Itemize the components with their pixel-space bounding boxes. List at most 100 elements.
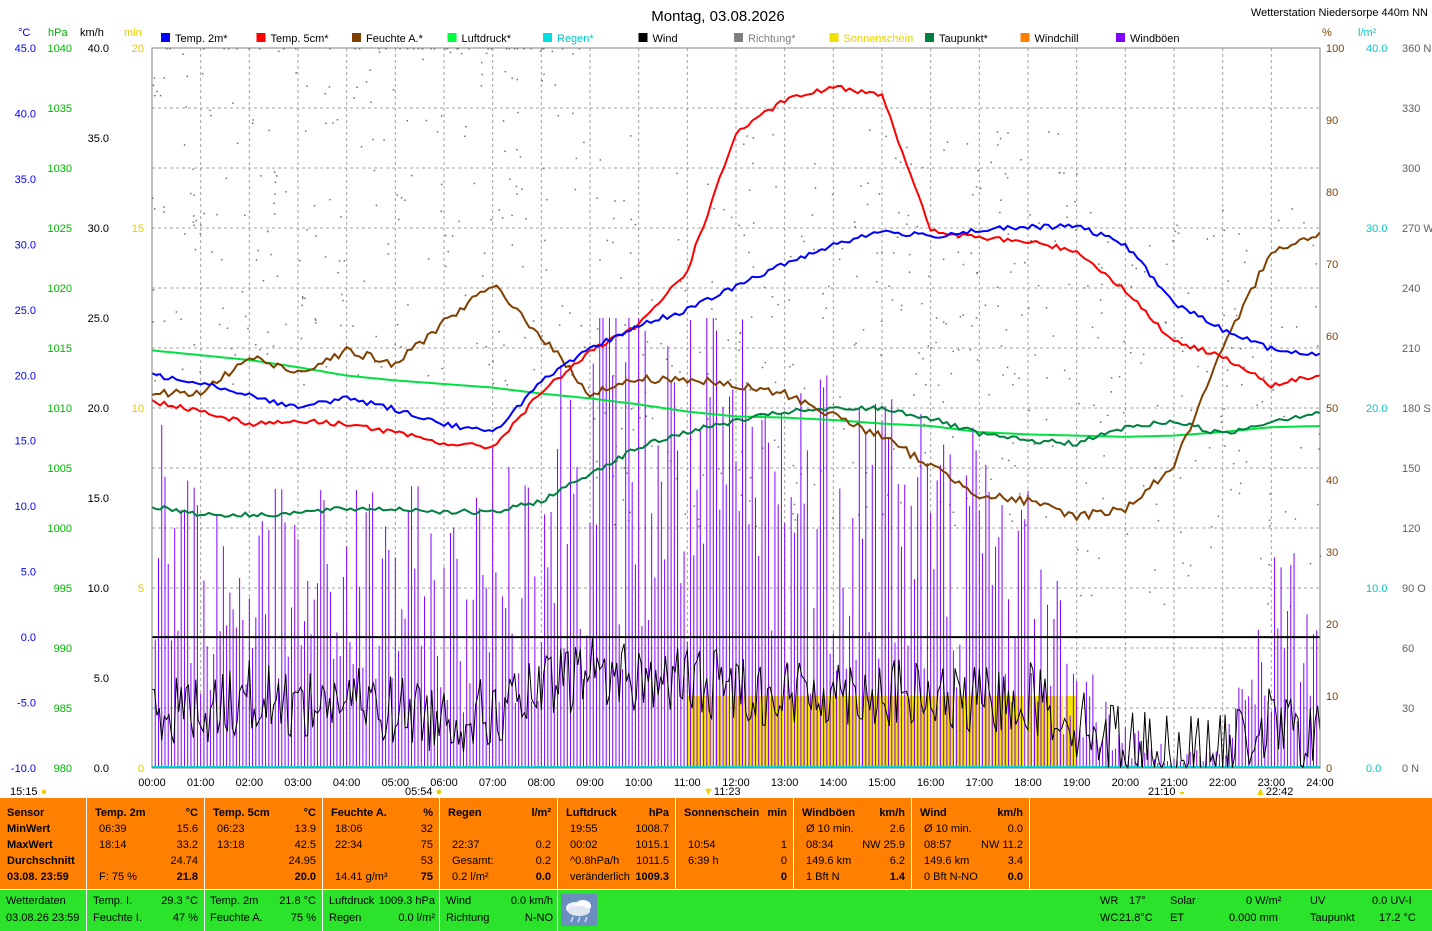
temp2m-column: Temp. 2m °C 06:39 15.6 18:14 33.2 24.74 F: 75 %…: [87, 798, 205, 889]
direction-dot: [505, 48, 508, 50]
direction-dot: [1223, 408, 1225, 410]
direction-dot: [1144, 271, 1146, 273]
direction-dot: [1013, 262, 1016, 265]
temp-axis-tick: 5.0: [21, 567, 36, 579]
sunshine-bar: [692, 696, 695, 768]
direction-dot: [541, 80, 543, 82]
direction-dot: [937, 384, 940, 386]
direction-dot: [561, 305, 564, 307]
direction-dot: [203, 212, 205, 215]
direction-dot: [504, 70, 507, 73]
sunshine-bar: [992, 696, 995, 768]
direction-dot: [1063, 369, 1066, 372]
direction-dot: [1142, 353, 1145, 356]
sunshine-bar: [851, 696, 854, 768]
direction-dot: [865, 506, 868, 508]
direction-dot: [378, 48, 380, 50]
direction-dot: [1157, 519, 1160, 522]
direction-dot: [532, 320, 535, 322]
x-axis-tick: 20:00: [1112, 777, 1140, 789]
direction-dot: [1051, 445, 1054, 447]
direction-dot: [761, 366, 764, 369]
direction-dot: [739, 331, 742, 334]
sunshine-bar: [938, 696, 941, 768]
direction-dot: [511, 214, 513, 217]
direction-dot: [190, 192, 192, 195]
direction-dot: [1172, 240, 1174, 242]
sunshine-bar: [1044, 696, 1047, 768]
direction-dot: [440, 115, 443, 117]
direction-dot: [1130, 285, 1132, 288]
direction-dot: [546, 198, 548, 201]
direction-dot: [561, 48, 564, 50]
direction-dot: [954, 524, 956, 527]
direction-dot: [1021, 314, 1023, 316]
direction-dot: [1107, 241, 1109, 243]
direction-dot: [827, 285, 830, 288]
direction-dot: [1054, 240, 1056, 242]
direction-dot: [551, 50, 554, 53]
sunshine-bar: [1028, 696, 1031, 768]
direction-dot: [738, 224, 740, 227]
sunshine-bar: [789, 696, 792, 768]
direction-dot: [153, 77, 156, 79]
sunshine-bar: [724, 696, 727, 768]
direction-dot: [1045, 307, 1048, 309]
direction-dot: [891, 299, 894, 301]
sunshine-bar: [768, 696, 771, 768]
direction-dot: [543, 167, 545, 170]
sunshine-bar: [958, 696, 961, 768]
direction-dot: [463, 135, 466, 138]
footer-wetterdaten: Wetterdaten: [6, 895, 66, 907]
direction-dot: [412, 48, 415, 50]
sunshine-bar: [946, 696, 950, 768]
footer-regen: 0.0 l/m²: [398, 912, 435, 924]
sunshine-bar: [1018, 696, 1021, 768]
direction-dot: [1007, 233, 1010, 235]
pressure-axis-tick: 995: [54, 583, 72, 595]
direction-dot: [200, 224, 202, 227]
direction-axis-tick: 270 W: [1402, 223, 1432, 235]
direction-dot: [406, 48, 409, 50]
pressure-axis-tick: 985: [54, 703, 72, 715]
direction-dot: [752, 137, 755, 139]
sunshine-bar: [714, 696, 718, 768]
direction-dot: [282, 48, 285, 50]
rain-axis-tick: 0.0: [1366, 763, 1381, 775]
direction-dot: [1222, 209, 1224, 212]
direction-axis-tick: 300: [1402, 163, 1420, 175]
direction-dot: [727, 339, 729, 342]
direction-dot: [596, 476, 598, 479]
luftdruck-header: Luftdruck: [566, 807, 617, 819]
sunshine-bar: [784, 696, 787, 768]
direction-dot: [969, 348, 972, 351]
sunshine-bar: [1075, 696, 1078, 768]
direction-dot: [440, 210, 442, 212]
direction-dot: [639, 417, 641, 419]
sunshine-bar: [1052, 696, 1055, 768]
direction-dot: [813, 483, 816, 486]
footer-feuchte-i-label: Feuchte I.: [93, 912, 142, 924]
direction-dot: [380, 366, 383, 368]
direction-axis-tick: 120: [1402, 523, 1420, 535]
direction-dot: [1100, 312, 1103, 314]
regen-cell-value: 0.0: [535, 871, 551, 883]
direction-dot: [417, 48, 420, 50]
direction-dot: [543, 73, 545, 75]
direction-dot: [304, 297, 306, 299]
sunshine-bar: [797, 696, 800, 768]
direction-dot: [358, 48, 361, 50]
direction-dot: [195, 219, 198, 222]
direction-dot: [906, 223, 908, 225]
direction-dot: [888, 285, 890, 287]
gusts-column: Windböen km/h Ø 10 min. 2.6 08:34 NW 25.9 149.…: [794, 798, 912, 889]
sunshine-bar: [1008, 696, 1011, 768]
direction-dot: [896, 236, 899, 238]
direction-dot: [509, 178, 511, 180]
direction-dot: [258, 48, 261, 50]
direction-dot: [1224, 445, 1226, 447]
pressure-axis-tick: 1020: [48, 283, 72, 295]
wind-axis-tick: 35.0: [88, 133, 109, 145]
direction-dot: [392, 89, 395, 91]
direction-dot: [542, 48, 544, 50]
